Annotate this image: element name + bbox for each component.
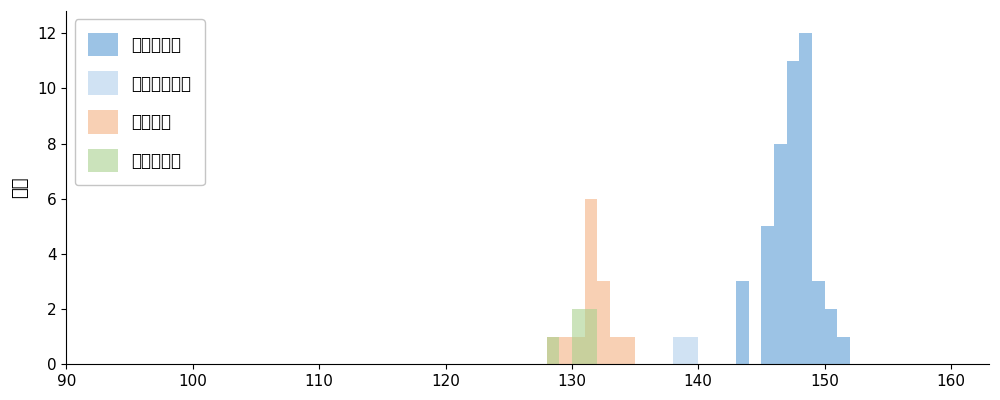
Bar	[736, 282, 749, 364]
Bar	[799, 33, 812, 364]
Bar	[572, 336, 585, 364]
Bar	[837, 336, 850, 364]
Legend: ストレート, カットボール, フォーク, スライダー: ストレート, カットボール, フォーク, スライダー	[75, 20, 205, 186]
Bar	[686, 336, 698, 364]
Bar	[547, 336, 559, 364]
Bar	[572, 309, 585, 364]
Bar	[585, 199, 597, 364]
Bar	[787, 61, 799, 364]
Bar	[559, 336, 572, 364]
Bar	[761, 226, 774, 364]
Bar	[825, 309, 837, 364]
Bar	[597, 282, 610, 364]
Bar	[585, 309, 597, 364]
Bar	[673, 336, 686, 364]
Bar	[774, 144, 787, 364]
Bar	[812, 282, 825, 364]
Bar	[547, 336, 559, 364]
Y-axis label: 球数: 球数	[11, 177, 29, 198]
Bar	[622, 336, 635, 364]
Bar	[610, 336, 622, 364]
